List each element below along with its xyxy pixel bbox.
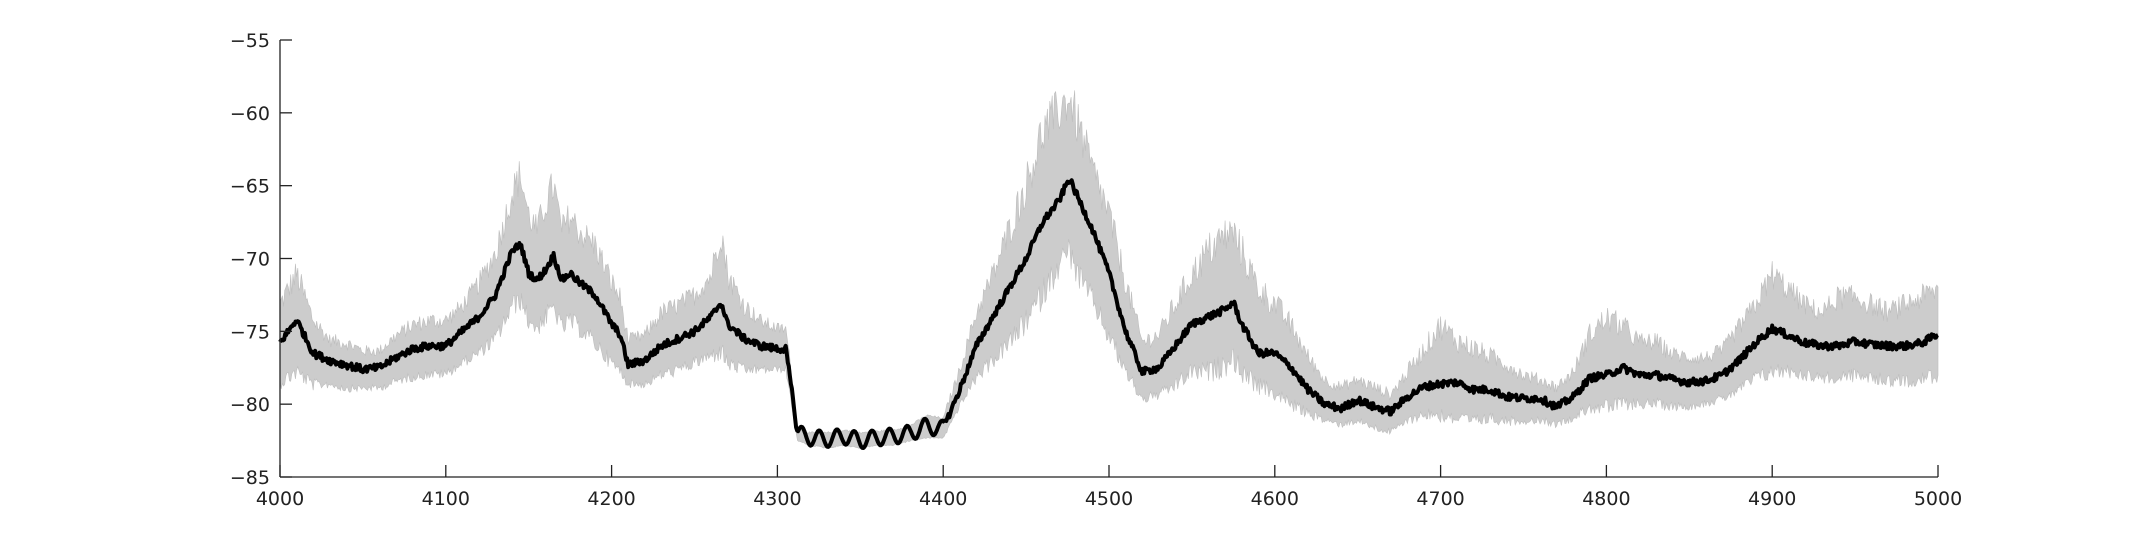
x-tick-label: 4400: [919, 488, 967, 510]
y-tick-label: −65: [230, 176, 270, 198]
x-tick-label: 4100: [422, 488, 470, 510]
x-tick-label: 4900: [1748, 488, 1796, 510]
y-tick-label: −60: [230, 103, 270, 125]
x-tick-label: 4600: [1251, 488, 1299, 510]
y-tick-label: −75: [230, 321, 270, 343]
x-tick-label: 4300: [753, 488, 801, 510]
x-tick-label: 4500: [1085, 488, 1133, 510]
x-tick-label: 5000: [1914, 488, 1962, 510]
y-tick-label: −80: [230, 394, 270, 416]
mean-line: [278, 178, 1939, 450]
x-tick-label: 4000: [256, 488, 304, 510]
x-tick-label: 4200: [587, 488, 635, 510]
y-tick-label: −70: [230, 249, 270, 271]
x-tick-label: 4800: [1582, 488, 1630, 510]
y-tick-label: −85: [230, 467, 270, 489]
y-tick-label: −55: [230, 30, 270, 52]
line-layer: [278, 178, 1939, 450]
x-tick-label: 4700: [1416, 488, 1464, 510]
